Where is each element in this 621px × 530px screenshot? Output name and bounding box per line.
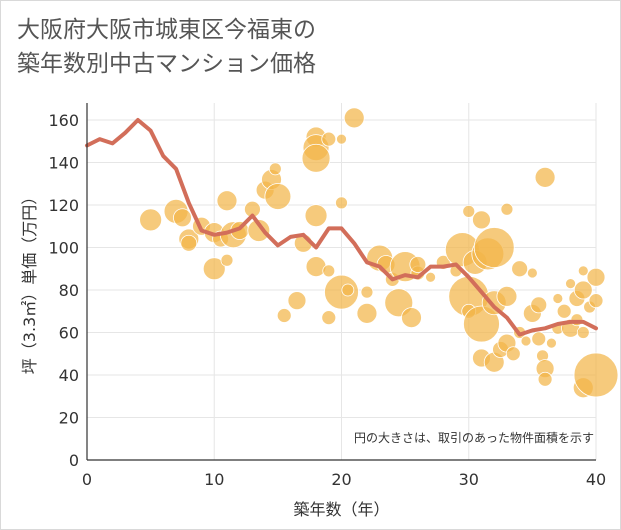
x-tick-label: 30 (459, 470, 479, 489)
x-tick-label: 10 (204, 470, 224, 489)
bubble (409, 256, 427, 273)
bubble (268, 162, 282, 176)
bubble-size-note: 円の大きさは、取引のあった物件面積を示す (354, 430, 594, 445)
bubble (531, 331, 547, 347)
average-price-line (85, 118, 598, 337)
bubble (335, 196, 348, 210)
bubble (139, 208, 163, 232)
bubble (322, 264, 336, 278)
bubble (576, 326, 590, 339)
y-tick-label: 40 (59, 366, 79, 385)
bubble (180, 234, 198, 252)
y-tick-label: 140 (48, 154, 79, 173)
bubble (463, 305, 500, 343)
bubble (336, 133, 347, 145)
chart-title-line1: 大阪府大阪市城東区今福東の (17, 17, 316, 43)
bubble (530, 296, 548, 314)
bubble (341, 283, 355, 297)
bubble (220, 253, 234, 267)
bubble (573, 352, 619, 398)
bubble (505, 346, 521, 362)
bubble (511, 260, 529, 278)
bubble (577, 265, 589, 277)
x-axis-title: 築年数（年） (293, 500, 389, 519)
bubble (586, 267, 606, 287)
bubble (301, 143, 331, 173)
bubble (401, 307, 422, 329)
y-tick-label: 120 (48, 196, 79, 215)
bubble (556, 303, 572, 319)
bubble (520, 335, 532, 347)
chart-title-line2: 築年数別中古マンション価格 (17, 51, 316, 77)
bubble (526, 267, 538, 279)
bubble (570, 313, 584, 327)
bubble (537, 371, 553, 387)
bubble (534, 166, 556, 188)
bubble (321, 131, 337, 147)
x-tick-label: 20 (331, 470, 351, 489)
y-tick-label: 100 (48, 239, 79, 258)
chart-title: 大阪府大阪市城東区今福東の 築年数別中古マンション価格 (17, 13, 316, 81)
bubble (304, 204, 328, 228)
bubble (264, 183, 292, 210)
bubble (496, 285, 518, 307)
y-tick-label: 80 (59, 281, 79, 300)
bubble (356, 302, 378, 324)
bubble (216, 190, 238, 212)
x-tick-label: 0 (82, 470, 92, 489)
bubble (321, 310, 337, 326)
bubble (360, 285, 374, 299)
bubble (276, 308, 292, 323)
x-tick-labels: 0 10 20 30 40 (82, 470, 606, 489)
bubble (462, 204, 476, 218)
bubble (173, 208, 192, 228)
y-tick-label: 20 (59, 409, 79, 428)
bubble (565, 278, 576, 290)
bubble (202, 257, 226, 281)
y-tick-label: 60 (59, 324, 79, 343)
bubble (287, 291, 307, 311)
bubble (324, 274, 359, 310)
y-tick-labels: 0 20 40 60 80 100 120 140 160 (48, 111, 79, 470)
axes (86, 103, 596, 461)
bubble (472, 210, 491, 230)
bubble (247, 219, 271, 242)
y-tick-label: 160 (48, 111, 79, 130)
bubble (573, 280, 593, 300)
x-tick-label: 40 (586, 470, 606, 489)
bubble (588, 293, 604, 309)
bubble (425, 271, 436, 283)
y-axis-title: 坪（3.3㎡）単価（万円） (20, 189, 39, 374)
bubble (473, 227, 515, 268)
bubble (500, 202, 514, 216)
bubbles (139, 107, 619, 399)
y-tick-label: 0 (69, 451, 79, 470)
bubble (546, 337, 557, 349)
bubble (552, 293, 564, 304)
bubble (343, 107, 365, 129)
